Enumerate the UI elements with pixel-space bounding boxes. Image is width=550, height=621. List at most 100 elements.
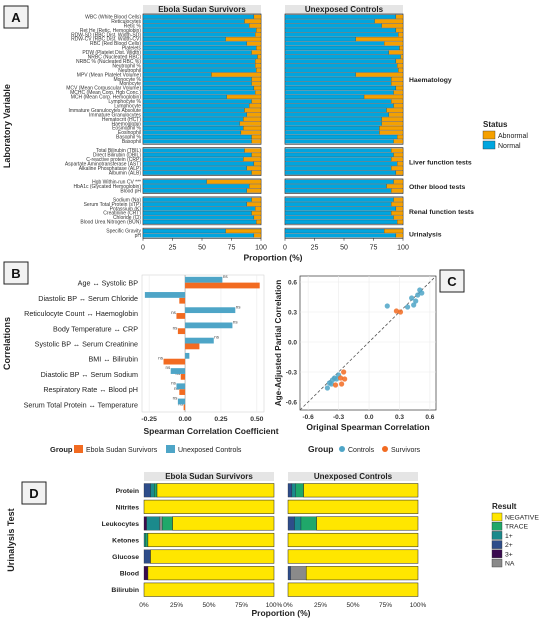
panel-b-bar-label: ns [173, 396, 179, 401]
panel-a-bar-abnormal [386, 184, 404, 189]
panel-a-variable-label: Blood Urea Nitrogen (BUN) [80, 220, 141, 226]
panel-a-bar-normal [142, 166, 247, 171]
panel-d-category-label: Nitrites [116, 504, 140, 511]
panel-c-xtick-label: -0.3 [333, 414, 345, 421]
panel-d-bar-segment [156, 483, 275, 498]
panel-c-point [339, 381, 345, 387]
panel-a-variable-label: Hematocrit (HCT) [102, 117, 142, 123]
panel-a-variable-label: Lymphocyte [114, 103, 141, 109]
panel-c-legend-marker [382, 446, 388, 452]
panel-b-letter: B [11, 266, 20, 281]
panel-a-bar-abnormal [225, 228, 262, 234]
panel-d-facet-title: Unexposed Controls [314, 472, 393, 481]
panel-a-variable-label: RBC (Red Blood Cells) [90, 41, 141, 47]
panel-c-letter: C [447, 274, 457, 289]
panel-a-bar-normal [142, 211, 252, 216]
panel-a-bar-normal [142, 77, 252, 82]
panel-d-bar-segment [287, 483, 293, 498]
panel-d-legend-label: NEGATIVE [505, 515, 539, 522]
panel-a-bar-abnormal [251, 211, 262, 216]
panel-a-variable-label: HbA1c (Glycated Hemoglobin) [73, 184, 141, 190]
panel-a-bar-normal [284, 112, 389, 117]
panel-d-bar-segment [287, 582, 419, 597]
panel-a-bar-abnormal [393, 103, 404, 108]
panel-a-bar-normal [284, 206, 397, 211]
panel-b-category-label: Respiratory Rate ↔ Blood pH [43, 385, 138, 394]
panel-a-bar-abnormal [255, 59, 262, 64]
panel-c-legend-label: Controls [348, 447, 375, 454]
panel-b-bar-label: ns [236, 304, 242, 309]
panel-a-bar-normal [142, 90, 256, 95]
panel-a-bar-normal [284, 99, 392, 104]
panel-c-point [413, 298, 419, 304]
panel-a-bar-normal [142, 45, 257, 51]
panel-a-group-label: Renal function tests [409, 209, 474, 216]
panel-a-bar-normal [142, 233, 255, 238]
panel-d-facet-strip [288, 472, 418, 481]
panel-a-group-label: Other blood tests [409, 184, 465, 191]
panel-a-bar-normal [142, 112, 247, 117]
panel-a-variable-label: Ret He (Retic. Hemoglobin) [80, 28, 141, 34]
panel-a-variable-label: Immature Granulocytes Absolute [68, 108, 141, 114]
panel-a-yaxis-title: Laboratory Variable [2, 84, 12, 168]
panel-b-bar [185, 352, 190, 359]
panel-b-category-label: Body Temperature ↔ CRP [53, 324, 138, 333]
panel-a-bar-abnormal [253, 215, 262, 220]
panel-a-variable-label: MCV (Mean Corpuscular Volume) [66, 86, 141, 92]
panel-b-category-label: Age ↔ Systolic BP [78, 279, 139, 288]
panel-b-bar [185, 307, 236, 314]
panel-a-variable-label: Aspartate Aminotransferase (AST) [65, 161, 141, 167]
panel-c-xtick-label: -0.6 [303, 414, 315, 421]
panel-a-bar-normal [284, 166, 392, 171]
panel-a-bar-normal [142, 72, 212, 77]
panel-a-bar-normal [142, 14, 255, 19]
panel-a-bar-abnormal [355, 72, 404, 77]
panel-a-bar-abnormal [255, 63, 262, 68]
panel-a-bar-abnormal [398, 32, 404, 37]
panel-d-legend-title: Result [492, 502, 517, 511]
panel-d-bar-segment [143, 566, 149, 581]
panel-a-bar-abnormal [381, 121, 404, 126]
panel-d-bar-segment [295, 483, 304, 498]
panel-a-bar-abnormal [391, 99, 404, 104]
panel-a-bar-normal [142, 85, 255, 91]
panel-b-bar [185, 337, 214, 344]
panel-b-bar-label: ns [158, 356, 164, 361]
panel-a-bar-abnormal [393, 215, 404, 220]
panel-d-legend-swatch [491, 549, 503, 558]
panel-c-ytick-label: 0.0 [288, 340, 297, 347]
panel-b-bar [185, 276, 223, 283]
panel-a-bar-normal [142, 148, 245, 153]
panel-a-bar-abnormal [243, 157, 262, 162]
panel-b-bar [170, 368, 186, 374]
panel-d-bar-segment [291, 483, 296, 498]
panel-a-variable-label: MCHC (Mean Corp. Hgb Conc.) [70, 90, 141, 96]
panel-b-bar-label: ns [171, 310, 177, 315]
panel-b-bar [185, 282, 260, 289]
panel-a-bar-normal [284, 188, 392, 193]
panel-a-bar-normal [142, 108, 245, 113]
panel-a-bar-abnormal [239, 121, 262, 126]
panel-a-letter-box [3, 5, 29, 29]
panel-b-bar-label: ns [214, 335, 220, 340]
panel-a-group-label: Haematology [409, 77, 452, 84]
panel-d-bar-segment [150, 483, 155, 498]
panel-b-legend-title: Group [50, 445, 73, 454]
panel-a-bar-normal [284, 32, 399, 37]
panel-a-bar-abnormal [395, 28, 404, 33]
panel-a-variable-label: Direct Bilirubin (DBIL) [93, 153, 141, 159]
panel-a-variable-label: Lymphocyte % [108, 99, 141, 105]
panel-c-point [342, 376, 348, 382]
panel-d-letter-box [21, 481, 47, 505]
panel-a-bar-abnormal [253, 14, 262, 19]
panel-a-variable-label: NRBC (Nucleated RBC) [88, 55, 142, 61]
panel-b-bar [183, 404, 186, 411]
panel-d-bar-segment [143, 499, 275, 514]
panel-a-bar-normal [284, 41, 385, 46]
panel-a-variable-label: Platelets [122, 46, 142, 52]
panel-d-bar-segment [150, 549, 275, 564]
panel-a-bar-abnormal [393, 90, 404, 95]
panel-a-variable-label: Basophil [122, 139, 141, 145]
panel-c-ytick-label: -0.6 [286, 400, 298, 407]
